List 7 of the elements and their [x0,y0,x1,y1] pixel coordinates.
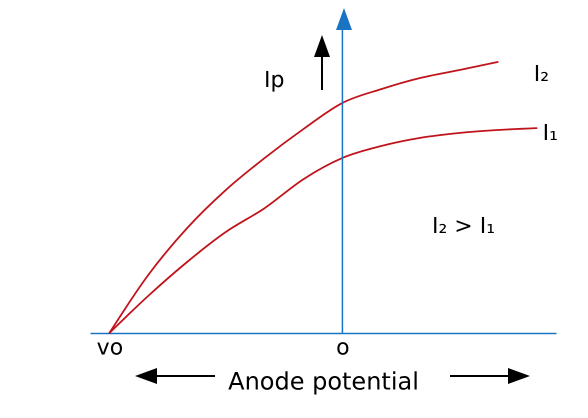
x-axis-title: Anode potential [228,368,419,396]
annotation: Ip [264,68,284,93]
series-label: I₂ [534,62,550,88]
x-tick-label: vo [96,336,124,360]
x-tick-label: o [336,336,350,360]
annotation: I₂ > I₁ [432,214,496,239]
series-label: I₁ [542,121,558,146]
